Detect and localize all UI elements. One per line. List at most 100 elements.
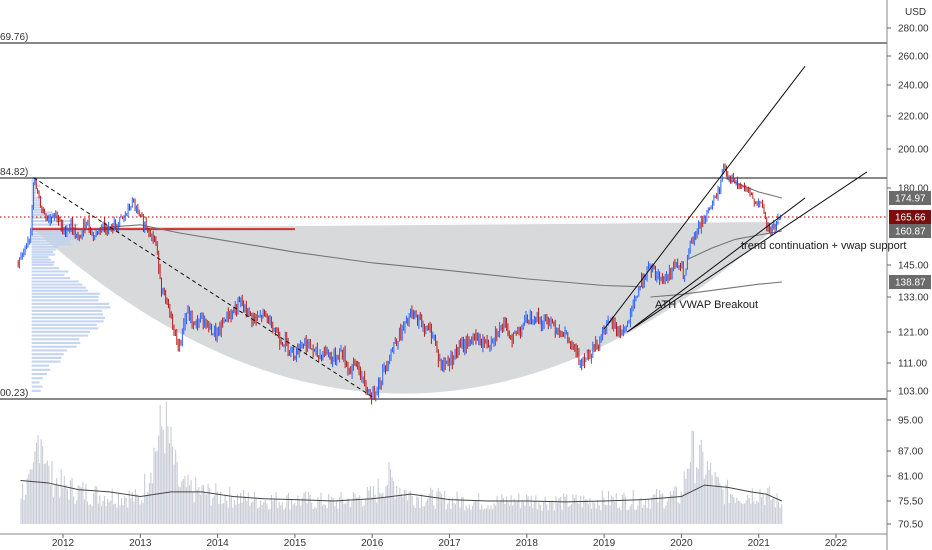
volume-bar [666,501,668,524]
volume-bar [301,497,303,524]
volume-bar [587,503,589,524]
volume-bar [380,494,382,524]
volume-bar [646,507,648,524]
volume-bar [524,505,526,524]
volume-bar [318,499,320,524]
left-level-label: 00.23) [0,388,28,399]
volume-bar [703,479,705,524]
volume-bar [82,482,84,524]
volume-bar [620,509,622,524]
price-scale-badge-label: 138.87 [895,278,926,289]
volume-bar [348,498,350,524]
volume-bar [312,508,314,524]
volume-bar [141,500,143,524]
volume-bar [354,493,356,524]
volume-bar [487,505,489,524]
volume-bar [298,500,300,524]
volume-bar [481,504,483,524]
volume-bar [393,481,395,524]
volume-bar [60,469,62,524]
price-tick-label: 111.00 [898,359,928,370]
price-tick-label: 145.00 [898,261,929,272]
vwap-line [101,224,643,288]
trendlines-group [33,65,868,398]
volume-bar [464,510,466,524]
volume-profile-bar [31,204,41,207]
volume-bar [522,501,525,524]
volume-profile-bar [31,227,79,230]
volume-bar [717,477,719,524]
volume-bar [753,501,755,524]
volume-profile-bar [31,250,54,254]
volume-profile-bar [31,373,48,376]
volume-tick-label: 81.00 [898,472,923,483]
volume-bar [25,494,27,524]
left-level-label: 84.82) [0,167,28,178]
volume-bar [202,484,205,524]
volume-bar [607,491,610,524]
volume-bar [170,426,172,524]
volume-bar [207,483,209,524]
price-tick-label: 133.00 [898,293,929,304]
volume-bar [274,498,276,524]
volume-bar [281,502,283,524]
price-scale-badge [889,191,931,205]
volume-bar [71,477,73,524]
year-tick-label: 2012 [52,538,75,549]
volume-bar [272,500,274,524]
volume-profile-bar [31,273,65,276]
volume-bar [561,509,563,524]
trendline-support-rising[interactable] [627,171,868,333]
price-tick-label: 240.00 [898,81,929,92]
volume-profile-bar [31,179,37,182]
volume-bar [781,504,783,524]
volume-bar [765,492,767,524]
volume-bar [69,480,72,524]
year-tick-label: 2014 [206,538,229,549]
volume-bar [142,502,144,524]
volume-bar [615,493,617,524]
volume-bar [502,498,504,524]
volume-bar [413,505,415,524]
volume-bar [396,485,398,524]
volume-bar [250,502,252,524]
volume-bar [680,491,682,524]
volume-profile-bar [31,208,45,212]
volume-bar [543,501,545,524]
volume-bar [669,491,671,524]
currency-label: USD [905,7,926,18]
volume-bar [232,507,234,524]
volume-bar [719,483,721,524]
volume-bar [306,502,308,524]
volume-bar [654,494,656,524]
trendline-channel-lower[interactable] [626,197,806,333]
trendline-descending-dashed[interactable] [33,177,373,398]
volume-bar [175,449,177,524]
volume-profile-bar [31,258,51,261]
volume-bar [434,509,436,524]
volume-bar [284,507,286,524]
volume-bar [178,486,180,524]
volume-bar [221,503,223,524]
trendline-channel-upper[interactable] [603,65,806,330]
volume-bar [552,500,554,524]
volume-bar [479,509,481,524]
volume-bar [516,501,518,524]
year-tick-label: 2022 [825,538,848,549]
price-tick-label: 260.00 [898,52,929,63]
volume-bar [727,479,729,524]
volume-bar [66,489,68,524]
volume-bar [739,501,741,524]
price-bars-group [17,163,782,405]
volume-bar [394,498,396,524]
volume-bar [219,491,222,524]
volume-bar [515,501,517,524]
volume-bar [575,494,577,524]
volume-bar [379,492,381,524]
volume-bar [473,501,475,524]
volume-profile-bar [31,213,56,216]
volume-bar [513,498,515,524]
volume-bar [501,494,503,524]
volume-bar [88,505,90,524]
